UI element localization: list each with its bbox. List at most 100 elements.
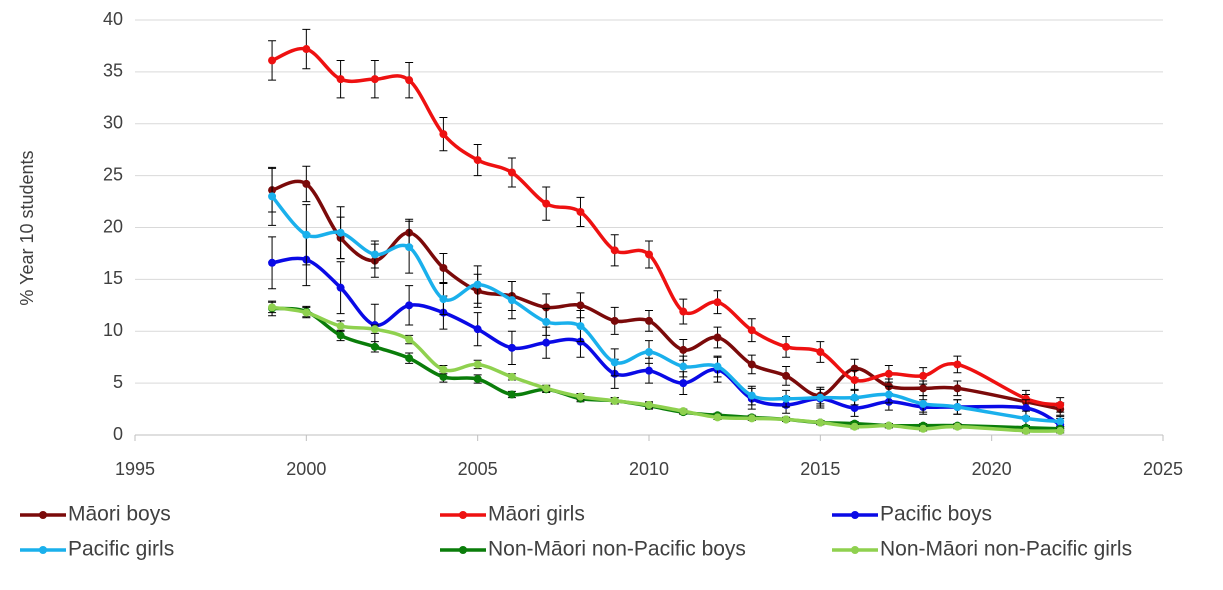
x-tick-label: 2020 [972, 459, 1012, 479]
marker [610, 396, 619, 405]
marker [747, 391, 756, 400]
marker [439, 295, 448, 304]
marker [473, 280, 482, 289]
marker [473, 325, 482, 334]
series-line [271, 179, 1061, 411]
marker [336, 283, 345, 292]
legend-marker [459, 546, 467, 554]
marker [336, 228, 345, 237]
marker [782, 415, 791, 424]
series-line [271, 305, 1061, 433]
x-tick-label: 1995 [115, 459, 155, 479]
marker [850, 393, 859, 402]
marker [610, 246, 619, 255]
marker [439, 365, 448, 374]
marker [268, 56, 277, 65]
marker [439, 372, 448, 381]
legend-marker [39, 546, 47, 554]
y-tick-label: 40 [103, 9, 123, 29]
series [268, 301, 1065, 435]
y-tick-label: 5 [113, 372, 123, 392]
marker [576, 322, 585, 331]
marker [645, 366, 653, 375]
marker [370, 342, 379, 351]
marker [713, 333, 722, 342]
legend-label: Māori girls [488, 503, 585, 526]
legend-marker [39, 511, 47, 519]
marker [542, 384, 551, 393]
marker [302, 45, 311, 54]
marker [542, 199, 551, 208]
marker [542, 338, 551, 347]
marker [336, 322, 345, 331]
marker [850, 376, 859, 385]
marker [953, 384, 962, 393]
marker [507, 343, 516, 352]
marker [473, 374, 482, 383]
marker [850, 422, 859, 431]
y-axis-label: % Year 10 students [17, 150, 37, 305]
marker [953, 422, 962, 431]
marker [1056, 400, 1065, 409]
marker [679, 362, 688, 371]
marker [302, 308, 311, 317]
marker [919, 371, 928, 380]
legend-label: Non-Māori non-Pacific girls [880, 538, 1132, 561]
legend-marker [459, 511, 467, 519]
y-tick-label: 35 [103, 61, 123, 81]
y-tick-label: 15 [103, 268, 123, 288]
x-tick-label: 2015 [800, 459, 840, 479]
marker [507, 296, 516, 305]
marker [405, 243, 414, 252]
marker [405, 76, 414, 85]
marker [679, 345, 688, 354]
marker [268, 303, 277, 312]
marker [884, 369, 893, 378]
x-tick-label: 2025 [1143, 459, 1183, 479]
marker [645, 316, 653, 325]
marker [1056, 417, 1065, 426]
marker [405, 335, 414, 344]
marker [713, 362, 722, 371]
marker [782, 342, 791, 351]
marker [816, 393, 825, 402]
marker [679, 379, 688, 388]
marker [679, 307, 688, 316]
marker [370, 325, 379, 334]
marker [302, 230, 311, 239]
marker [405, 301, 414, 310]
marker [1021, 394, 1030, 403]
marker [576, 207, 585, 216]
marker [679, 407, 688, 416]
marker [507, 372, 516, 381]
y-tick-label: 10 [103, 320, 123, 340]
y-tick-label: 25 [103, 164, 123, 184]
marker [713, 413, 722, 422]
y-tick-label: 0 [113, 424, 123, 444]
marker [850, 404, 859, 413]
marker [953, 360, 962, 369]
marker [1056, 426, 1065, 435]
series [268, 166, 1065, 428]
marker [268, 258, 277, 267]
marker [507, 168, 516, 177]
marker [816, 418, 825, 427]
series-line [271, 306, 1061, 431]
legend-label: Māori boys [68, 503, 171, 526]
marker [610, 358, 619, 367]
marker [336, 75, 345, 84]
marker [473, 360, 482, 369]
marker [370, 250, 379, 259]
x-tick-label: 2005 [458, 459, 498, 479]
marker [953, 402, 962, 411]
marker [816, 348, 825, 356]
marker [576, 301, 585, 310]
marker [439, 130, 448, 139]
x-tick-label: 2010 [629, 459, 669, 479]
legend-label: Pacific girls [68, 538, 174, 561]
legend-label: Non-Māori non-Pacific boys [488, 538, 746, 561]
marker [1021, 426, 1030, 435]
marker [302, 179, 311, 188]
marker [439, 263, 448, 272]
